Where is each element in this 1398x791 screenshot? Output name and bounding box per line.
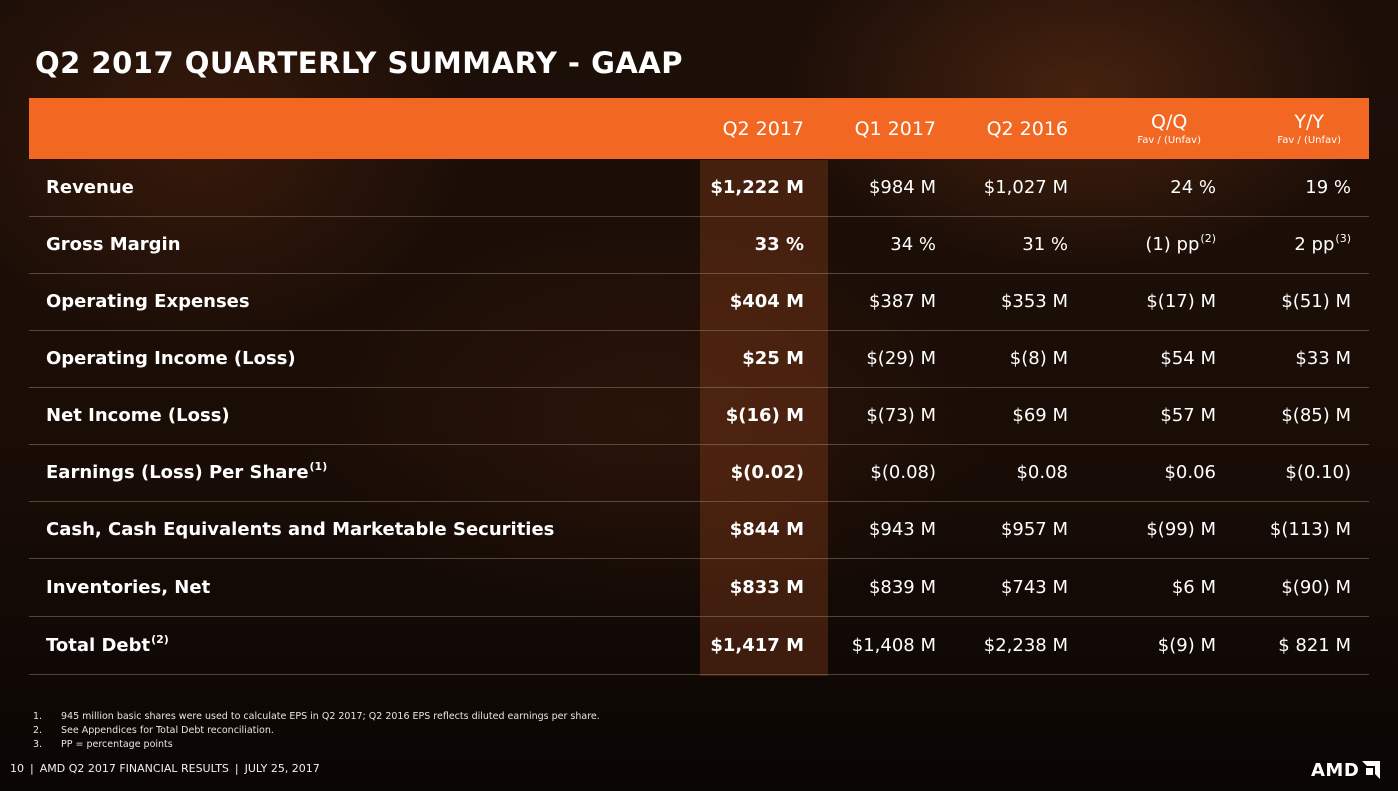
column-header-label: Y/Y	[1294, 110, 1324, 133]
footer-date: JULY 25, 2017	[244, 762, 320, 775]
table-row: Earnings (Loss) Per Share(1) $(0.02) $(0.0…	[29, 445, 1369, 502]
cell-q1-2017: $839 M	[868, 577, 936, 598]
table-header: Q2 2017 Q1 2017 Q2 2016 Q/Q Fav / (Unfav) Y/Y…	[29, 98, 1369, 159]
cell-q2-2016: $(8) M	[1009, 348, 1068, 369]
footnote-ref: (3)	[1335, 232, 1351, 245]
footnote-2: 2. See Appendices for Total Debt reconcil…	[33, 725, 274, 736]
footnote-3: 3. PP = percentage points	[33, 739, 173, 750]
footnotes: 1. 945 million basic shares were used to …	[33, 710, 600, 752]
cell-q-q: $6 M	[1171, 577, 1216, 598]
cell-y-y: $33 M	[1295, 348, 1351, 369]
cell-y-y: $(90) M	[1281, 577, 1351, 598]
cell-q1-2017: $943 M	[868, 519, 936, 540]
cell-q1-2017: $387 M	[868, 291, 936, 312]
cell-q-q: $(17) M	[1146, 291, 1216, 312]
cell-q2-2017: $1,222 M	[710, 177, 804, 198]
table-row: Inventories, Net $833 M $839 M $743 M $6 M $(…	[29, 560, 1369, 617]
table-row: Operating Expenses $404 M $387 M $353 M $(17…	[29, 274, 1369, 331]
column-header-sublabel: Fav / (Unfav)	[1277, 134, 1341, 146]
row-label: Gross Margin	[46, 234, 181, 255]
cell-q2-2017: $(16) M	[725, 405, 804, 426]
cell-q-q: $57 M	[1160, 405, 1216, 426]
cell-q2-2017: $1,417 M	[710, 635, 804, 656]
cell-y-y: $ 821 M	[1278, 635, 1351, 656]
cell-q2-2016: $1,027 M	[983, 177, 1068, 198]
row-label: Earnings (Loss) Per Share(1)	[46, 460, 328, 483]
table-row: Net Income (Loss) $(16) M $(73) M $69 M $57 …	[29, 388, 1369, 445]
q2-2017-column-highlight	[700, 160, 828, 676]
row-label: Revenue	[46, 177, 134, 198]
row-label: Inventories, Net	[46, 577, 211, 598]
column-header-4: Q/Q Fav / (Unfav)	[1137, 98, 1201, 159]
column-header-1: Q2 2017	[723, 98, 804, 159]
row-label: Cash, Cash Equivalents and Marketable Se…	[46, 519, 555, 540]
column-header-label: Q2 2016	[986, 117, 1068, 140]
cell-q1-2017: $(29) M	[866, 348, 936, 369]
cell-q2-2016: $353 M	[1000, 291, 1068, 312]
cell-q-q: (1) pp(2)	[1145, 232, 1216, 255]
cell-q2-2016: $957 M	[1000, 519, 1068, 540]
cell-q1-2017: $(73) M	[866, 405, 936, 426]
column-header-5: Y/Y Fav / (Unfav)	[1277, 98, 1341, 159]
table-row: Gross Margin 33 % 34 % 31 % (1) pp(2) 2 pp(3)	[29, 217, 1369, 274]
footnote-ref: (2)	[1200, 232, 1216, 245]
cell-q2-2016: $743 M	[1000, 577, 1068, 598]
table-row: Total Debt(2) $1,417 M $1,408 M $2,238 M $(9…	[29, 618, 1369, 675]
cell-q2-2017: $404 M	[729, 291, 804, 312]
column-header-label: Q2 2017	[722, 117, 804, 140]
footer: 10 | AMD Q2 2017 FINANCIAL RESULTS | JULY 25…	[10, 762, 320, 775]
cell-q-q: $(9) M	[1157, 635, 1216, 656]
row-label: Operating Expenses	[46, 291, 250, 312]
cell-q2-2017: 33 %	[754, 234, 804, 255]
row-label: Operating Income (Loss)	[46, 348, 296, 369]
column-header-label: Q/Q	[1151, 110, 1188, 133]
cell-q-q: $0.06	[1164, 462, 1216, 483]
page-number: 10	[10, 762, 24, 775]
slide-title: Q2 2017 QUARTERLY SUMMARY - GAAP	[35, 46, 684, 80]
cell-y-y: $(113) M	[1269, 519, 1351, 540]
table-row: Cash, Cash Equivalents and Marketable Se…	[29, 502, 1369, 559]
cell-y-y: 2 pp(3)	[1294, 232, 1351, 255]
amd-logo: AMD	[1311, 759, 1381, 781]
cell-q2-2017: $25 M	[742, 348, 804, 369]
cell-q2-2016: $69 M	[1012, 405, 1068, 426]
amd-arrow-icon	[1362, 761, 1381, 779]
column-header-2: Q1 2017	[855, 98, 936, 159]
cell-q2-2016: 31 %	[1022, 234, 1068, 255]
amd-logo-text: AMD	[1311, 759, 1360, 781]
cell-q2-2017: $844 M	[729, 519, 804, 540]
cell-q2-2016: $0.08	[1016, 462, 1068, 483]
footnote-1: 1. 945 million basic shares were used to …	[33, 711, 600, 722]
cell-q-q: $(99) M	[1146, 519, 1216, 540]
row-label: Total Debt(2)	[46, 633, 169, 656]
column-header-sublabel: Fav / (Unfav)	[1137, 134, 1201, 146]
table-row: Revenue $1,222 M $984 M $1,027 M 24 % 19 %	[29, 160, 1369, 217]
cell-q1-2017: 34 %	[890, 234, 936, 255]
footnote-ref: (2)	[151, 633, 169, 646]
footer-title: AMD Q2 2017 FINANCIAL RESULTS	[39, 762, 229, 775]
cell-q2-2017: $833 M	[729, 577, 804, 598]
cell-q2-2017: $(0.02)	[730, 462, 804, 483]
table-row: Operating Income (Loss) $25 M $(29) M $(8) …	[29, 331, 1369, 388]
cell-q1-2017: $(0.08)	[870, 462, 936, 483]
cell-y-y: $(51) M	[1281, 291, 1351, 312]
cell-y-y: 19 %	[1305, 177, 1351, 198]
column-header-label: Q1 2017	[854, 117, 936, 140]
cell-y-y: $(85) M	[1281, 405, 1351, 426]
row-label: Net Income (Loss)	[46, 405, 230, 426]
cell-q-q: $54 M	[1160, 348, 1216, 369]
cell-q1-2017: $1,408 M	[851, 635, 936, 656]
cell-q1-2017: $984 M	[868, 177, 936, 198]
cell-y-y: $(0.10)	[1285, 462, 1351, 483]
column-header-3: Q2 2016	[987, 98, 1068, 159]
footnote-ref: (1)	[309, 460, 328, 473]
cell-q2-2016: $2,238 M	[983, 635, 1068, 656]
cell-q-q: 24 %	[1170, 177, 1216, 198]
